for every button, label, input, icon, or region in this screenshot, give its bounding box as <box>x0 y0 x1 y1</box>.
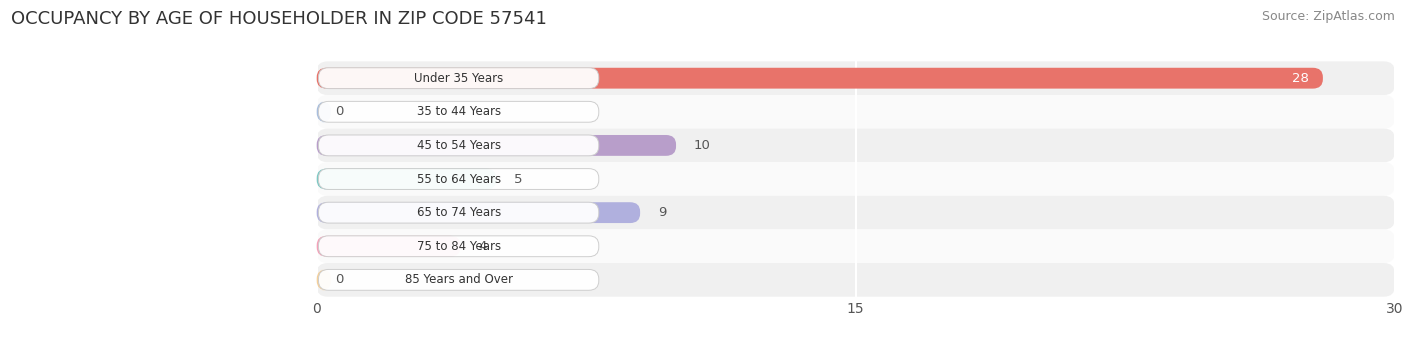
FancyBboxPatch shape <box>316 229 1395 263</box>
FancyBboxPatch shape <box>316 263 1395 297</box>
FancyBboxPatch shape <box>316 162 1395 196</box>
Text: 55 to 64 Years: 55 to 64 Years <box>416 173 501 186</box>
FancyBboxPatch shape <box>316 236 460 257</box>
Text: 4: 4 <box>478 240 486 253</box>
FancyBboxPatch shape <box>319 168 599 190</box>
Text: 28: 28 <box>1292 72 1309 85</box>
FancyBboxPatch shape <box>319 202 599 223</box>
Text: 10: 10 <box>695 139 711 152</box>
FancyBboxPatch shape <box>316 202 640 223</box>
FancyBboxPatch shape <box>316 68 1323 89</box>
Text: 0: 0 <box>335 105 343 118</box>
Text: 0: 0 <box>335 273 343 286</box>
FancyBboxPatch shape <box>316 168 496 190</box>
Text: 85 Years and Over: 85 Years and Over <box>405 273 513 286</box>
Text: 65 to 74 Years: 65 to 74 Years <box>416 206 501 219</box>
FancyBboxPatch shape <box>319 101 599 122</box>
FancyBboxPatch shape <box>316 95 1395 129</box>
FancyBboxPatch shape <box>319 68 599 89</box>
Text: OCCUPANCY BY AGE OF HOUSEHOLDER IN ZIP CODE 57541: OCCUPANCY BY AGE OF HOUSEHOLDER IN ZIP C… <box>11 10 547 28</box>
FancyBboxPatch shape <box>316 129 1395 162</box>
Text: 75 to 84 Years: 75 to 84 Years <box>416 240 501 253</box>
Text: Source: ZipAtlas.com: Source: ZipAtlas.com <box>1261 10 1395 23</box>
FancyBboxPatch shape <box>316 61 1395 95</box>
FancyBboxPatch shape <box>319 135 599 156</box>
Text: 35 to 44 Years: 35 to 44 Years <box>416 105 501 118</box>
FancyBboxPatch shape <box>319 269 599 290</box>
FancyBboxPatch shape <box>316 196 1395 229</box>
FancyBboxPatch shape <box>316 101 330 122</box>
FancyBboxPatch shape <box>316 135 676 156</box>
FancyBboxPatch shape <box>319 236 599 257</box>
Text: 5: 5 <box>515 173 523 186</box>
Text: 45 to 54 Years: 45 to 54 Years <box>416 139 501 152</box>
FancyBboxPatch shape <box>316 269 330 290</box>
Text: 9: 9 <box>658 206 666 219</box>
Text: Under 35 Years: Under 35 Years <box>413 72 503 85</box>
